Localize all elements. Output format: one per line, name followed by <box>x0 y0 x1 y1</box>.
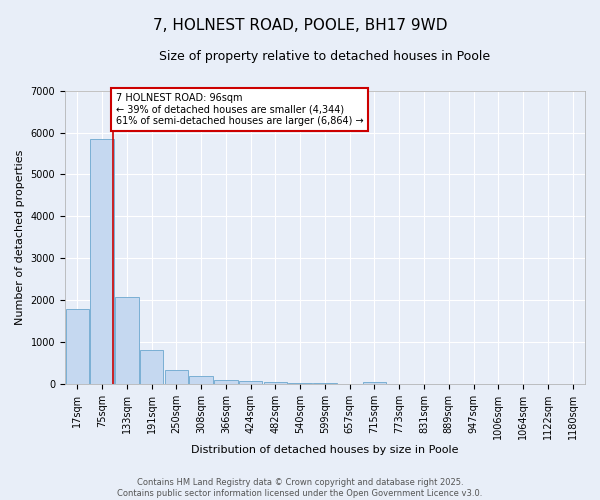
Bar <box>263 382 287 384</box>
Bar <box>214 380 238 384</box>
Bar <box>363 382 386 384</box>
Bar <box>239 381 262 384</box>
Title: Size of property relative to detached houses in Poole: Size of property relative to detached ho… <box>160 50 491 63</box>
Text: Contains HM Land Registry data © Crown copyright and database right 2025.
Contai: Contains HM Land Registry data © Crown c… <box>118 478 482 498</box>
Bar <box>313 383 337 384</box>
Text: 7, HOLNEST ROAD, POOLE, BH17 9WD: 7, HOLNEST ROAD, POOLE, BH17 9WD <box>153 18 447 32</box>
Bar <box>190 376 213 384</box>
Bar <box>164 370 188 384</box>
Bar <box>289 383 312 384</box>
Bar <box>90 139 114 384</box>
Bar <box>65 308 89 384</box>
X-axis label: Distribution of detached houses by size in Poole: Distribution of detached houses by size … <box>191 445 459 455</box>
Bar <box>140 350 163 384</box>
Bar <box>115 297 139 384</box>
Y-axis label: Number of detached properties: Number of detached properties <box>15 150 25 325</box>
Text: 7 HOLNEST ROAD: 96sqm
← 39% of detached houses are smaller (4,344)
61% of semi-d: 7 HOLNEST ROAD: 96sqm ← 39% of detached … <box>116 92 363 126</box>
